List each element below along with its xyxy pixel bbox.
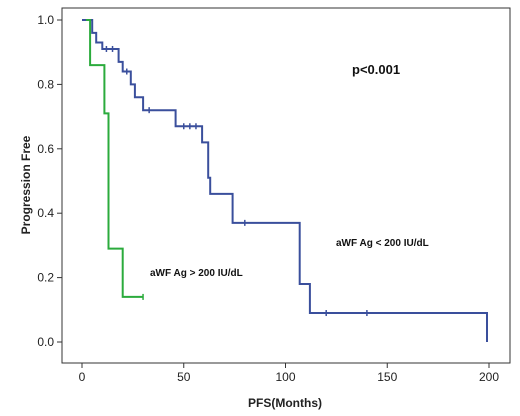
x-tick-label: 100 [275,370,295,384]
x-tick-label: 150 [377,370,397,384]
y-tick-label: 0.8 [37,77,54,91]
x-tick-label: 0 [79,370,86,384]
y-tick-label: 0.2 [37,271,54,285]
x-axis-title: PFS(Months) [248,396,322,410]
y-tick-label: 1.0 [37,13,54,27]
y-tick-label: 0.6 [37,142,54,156]
y-tick-label: 0.0 [37,335,54,349]
series-line-high [86,19,144,298]
plot-frame [61,7,511,364]
axis-ticks: 0 50 100 150 200 0.0 0.2 0.4 0.6 0.8 1.0 [37,13,499,384]
y-axis-title: Progression Free [19,135,33,234]
series-line-low [82,19,488,342]
low-series-label: aWF Ag < 200 IU/dL [336,238,429,249]
high-series-label: aWF Ag > 200 IU/dL [150,268,243,279]
p-value-annotation: p<0.001 [352,62,400,77]
plot-area [61,7,511,364]
y-tick-label: 0.4 [37,206,54,220]
x-tick-label: 200 [479,370,499,384]
x-tick-label: 50 [177,370,191,384]
